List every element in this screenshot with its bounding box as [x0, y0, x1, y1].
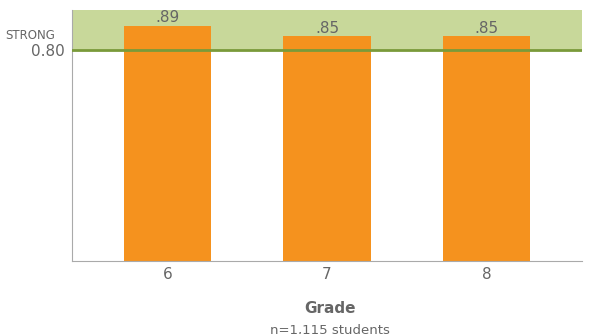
- Text: Grade: Grade: [304, 301, 356, 316]
- Bar: [443, 36, 530, 261]
- Text: .89: .89: [155, 10, 180, 25]
- Text: .85: .85: [315, 21, 339, 36]
- Bar: [124, 26, 211, 261]
- Bar: [283, 36, 371, 261]
- Text: .85: .85: [475, 21, 499, 36]
- Text: n=1,115 students: n=1,115 students: [270, 324, 390, 334]
- Text: STRONG: STRONG: [6, 29, 56, 41]
- Bar: [72, 10, 582, 49]
